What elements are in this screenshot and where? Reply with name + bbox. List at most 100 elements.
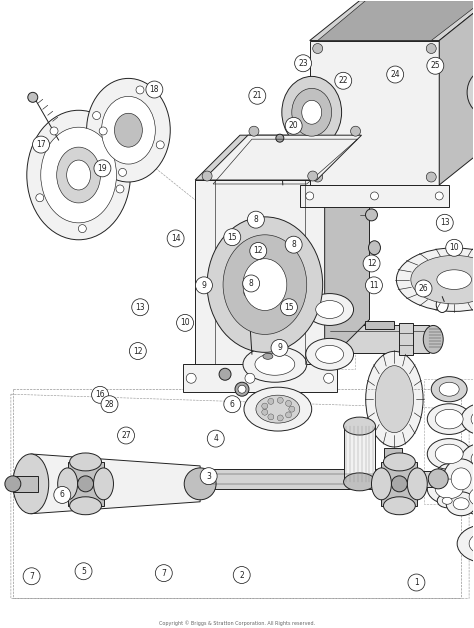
Ellipse shape xyxy=(316,345,344,364)
Circle shape xyxy=(250,242,267,259)
Bar xyxy=(400,323,413,355)
Circle shape xyxy=(313,172,323,182)
Ellipse shape xyxy=(427,438,471,469)
Circle shape xyxy=(224,396,241,413)
Ellipse shape xyxy=(437,494,457,508)
Ellipse shape xyxy=(471,409,474,430)
Circle shape xyxy=(129,342,146,359)
Circle shape xyxy=(167,230,184,247)
Circle shape xyxy=(285,117,302,134)
Circle shape xyxy=(268,414,274,420)
Ellipse shape xyxy=(207,217,323,352)
Text: 26: 26 xyxy=(419,284,428,293)
Circle shape xyxy=(335,72,352,89)
Text: 9: 9 xyxy=(201,281,206,290)
Ellipse shape xyxy=(302,100,322,124)
Text: 23: 23 xyxy=(298,59,308,68)
Ellipse shape xyxy=(375,365,413,433)
Circle shape xyxy=(249,87,266,104)
Text: 1: 1 xyxy=(414,578,419,587)
Circle shape xyxy=(33,136,49,153)
Circle shape xyxy=(224,229,241,246)
Polygon shape xyxy=(68,462,103,506)
Text: 3: 3 xyxy=(206,472,211,480)
Circle shape xyxy=(146,81,163,98)
Text: 4: 4 xyxy=(213,434,218,443)
Polygon shape xyxy=(344,426,375,482)
Text: 9: 9 xyxy=(277,344,282,352)
Ellipse shape xyxy=(372,468,392,500)
Circle shape xyxy=(195,277,212,294)
Circle shape xyxy=(426,43,436,53)
Ellipse shape xyxy=(13,454,49,514)
Circle shape xyxy=(156,141,164,149)
Text: 2: 2 xyxy=(239,570,244,580)
Circle shape xyxy=(99,127,107,135)
Ellipse shape xyxy=(344,473,375,491)
Ellipse shape xyxy=(442,497,452,504)
Ellipse shape xyxy=(101,96,155,164)
Circle shape xyxy=(78,476,93,492)
Ellipse shape xyxy=(435,479,463,499)
Circle shape xyxy=(235,382,249,396)
Polygon shape xyxy=(310,1,474,41)
Circle shape xyxy=(75,563,92,580)
Circle shape xyxy=(324,373,334,383)
Text: 15: 15 xyxy=(228,232,237,242)
Text: Copyright © Briggs & Stratton Corporation. All Rights reserved.: Copyright © Briggs & Stratton Corporatio… xyxy=(159,620,315,626)
Polygon shape xyxy=(439,1,474,185)
Circle shape xyxy=(281,299,297,316)
Ellipse shape xyxy=(407,468,427,500)
Circle shape xyxy=(387,66,404,83)
Text: 22: 22 xyxy=(338,76,348,85)
Circle shape xyxy=(243,275,260,292)
Circle shape xyxy=(219,368,231,380)
Circle shape xyxy=(262,403,268,409)
Circle shape xyxy=(289,406,295,412)
Ellipse shape xyxy=(27,111,130,240)
Circle shape xyxy=(50,127,58,135)
Polygon shape xyxy=(183,364,337,392)
Ellipse shape xyxy=(67,160,91,190)
Text: 10: 10 xyxy=(449,243,459,252)
Circle shape xyxy=(36,194,44,202)
Circle shape xyxy=(427,57,444,74)
Bar xyxy=(205,469,400,489)
Ellipse shape xyxy=(423,325,443,354)
Circle shape xyxy=(268,398,274,404)
Ellipse shape xyxy=(443,459,474,499)
Polygon shape xyxy=(329,325,429,354)
Ellipse shape xyxy=(467,70,474,114)
Ellipse shape xyxy=(368,241,381,255)
Bar xyxy=(305,295,355,369)
Text: 8: 8 xyxy=(292,240,296,249)
Circle shape xyxy=(136,86,144,94)
Ellipse shape xyxy=(223,235,307,335)
Text: 25: 25 xyxy=(430,62,440,70)
Circle shape xyxy=(202,171,212,181)
Ellipse shape xyxy=(435,409,463,429)
Ellipse shape xyxy=(469,532,474,555)
Bar xyxy=(365,322,394,330)
Circle shape xyxy=(92,112,100,119)
Ellipse shape xyxy=(427,474,471,504)
Ellipse shape xyxy=(451,468,471,490)
Text: 21: 21 xyxy=(253,91,262,100)
Ellipse shape xyxy=(263,354,273,359)
Text: 5: 5 xyxy=(81,566,86,576)
Ellipse shape xyxy=(446,492,474,516)
Text: 15: 15 xyxy=(284,303,294,311)
Text: 12: 12 xyxy=(133,347,143,355)
Polygon shape xyxy=(203,135,362,180)
Polygon shape xyxy=(325,135,370,364)
Ellipse shape xyxy=(427,404,471,435)
Circle shape xyxy=(247,211,264,228)
Ellipse shape xyxy=(436,296,448,313)
Ellipse shape xyxy=(428,469,448,489)
Circle shape xyxy=(94,160,111,177)
Ellipse shape xyxy=(439,382,459,396)
Ellipse shape xyxy=(255,354,295,376)
Circle shape xyxy=(371,192,378,200)
Circle shape xyxy=(101,396,118,413)
Ellipse shape xyxy=(276,134,284,142)
